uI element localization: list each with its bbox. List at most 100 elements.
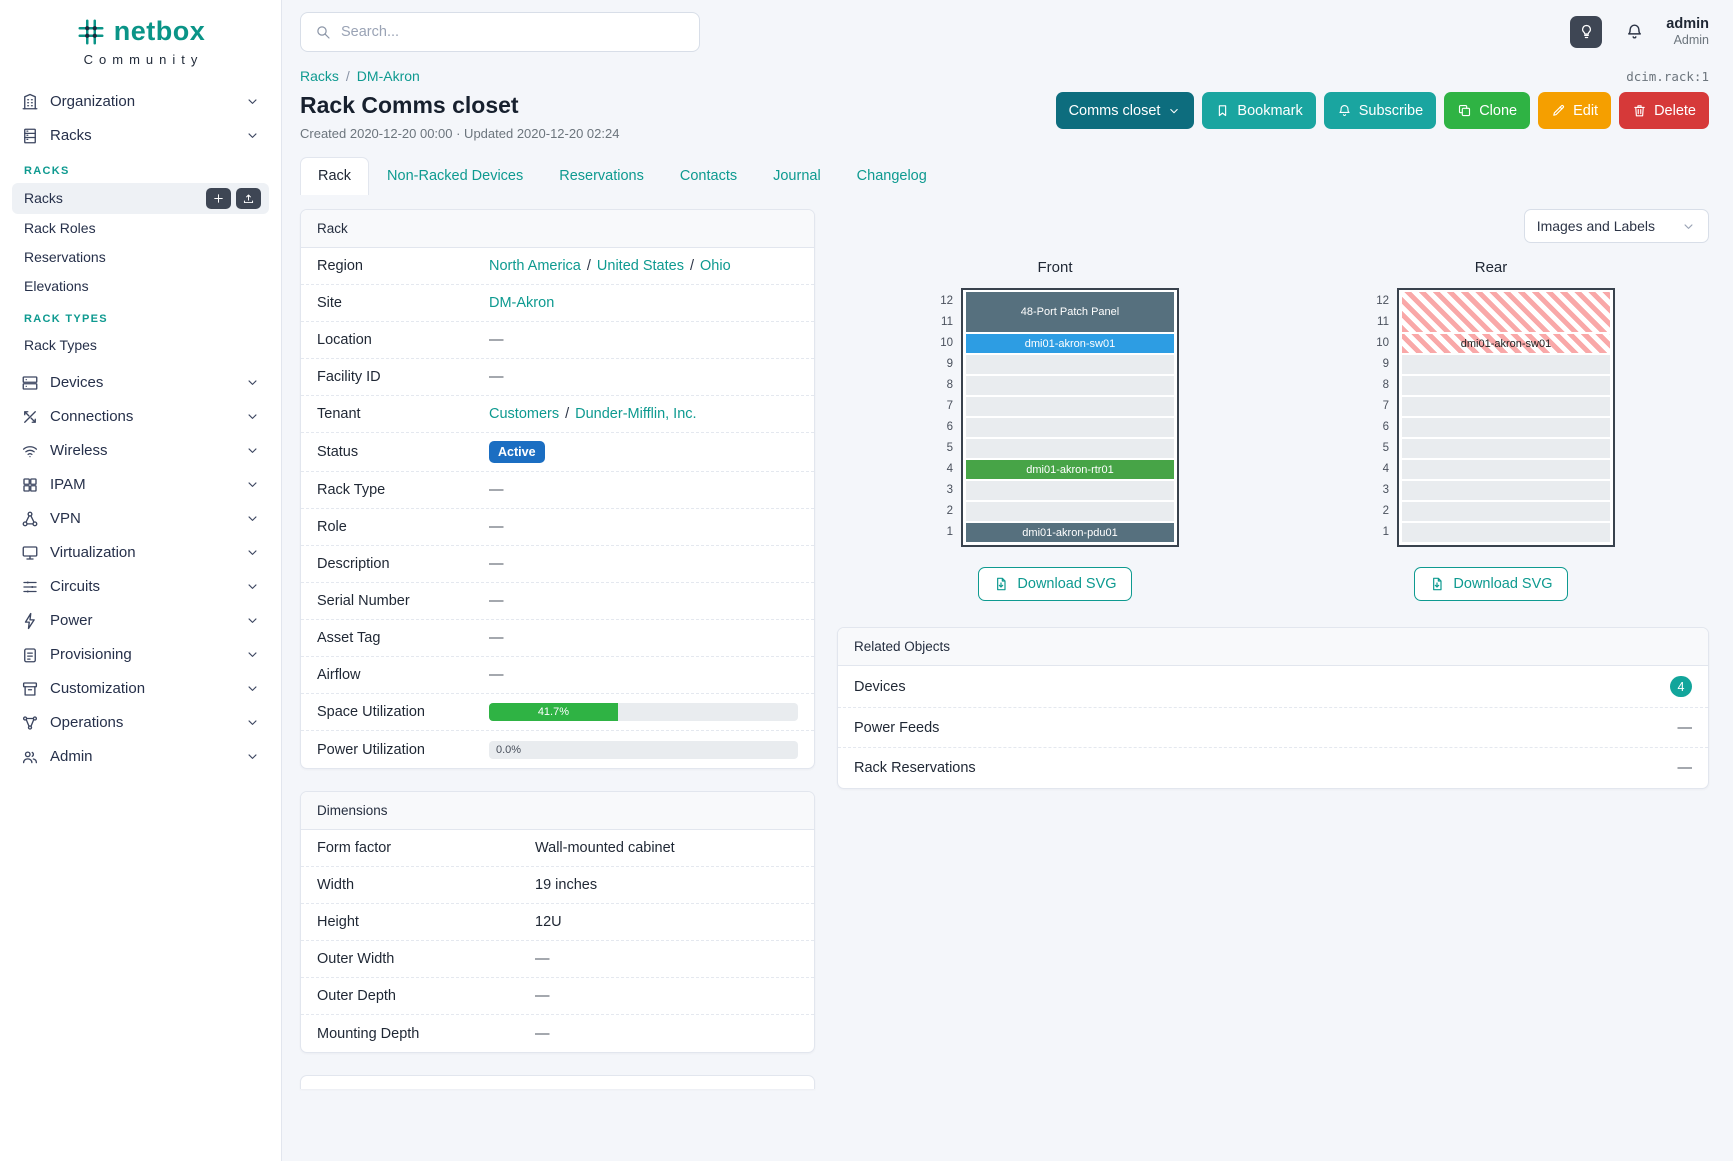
sidebar-subitem-rack-types[interactable]: Rack Types bbox=[12, 331, 269, 360]
rack-unit-slot[interactable] bbox=[966, 502, 1174, 521]
upload-icon bbox=[242, 192, 255, 205]
tab-journal[interactable]: Journal bbox=[773, 168, 821, 184]
rack-device[interactable] bbox=[1402, 292, 1610, 332]
field-label: Form factor bbox=[317, 840, 392, 856]
sidebar-item-circuits[interactable]: Circuits bbox=[12, 570, 269, 604]
rack-unit-slot[interactable] bbox=[966, 397, 1174, 416]
rack-unit-slot[interactable] bbox=[966, 418, 1174, 437]
sidebar-subitem-racks[interactable]: Racks bbox=[12, 182, 269, 214]
chevron-down-icon bbox=[1167, 104, 1181, 118]
tab-non-racked-devices[interactable]: Non-Racked Devices bbox=[387, 168, 524, 184]
comms-closet-button[interactable]: Comms closet bbox=[1055, 92, 1195, 129]
rack-unit-slot[interactable] bbox=[1402, 481, 1610, 500]
rack-unit-slot[interactable] bbox=[966, 355, 1174, 374]
search-box[interactable] bbox=[300, 12, 700, 52]
subscribe-button[interactable]: Subscribe bbox=[1323, 92, 1437, 129]
related-rack-reservations-row[interactable]: Rack Reservations — bbox=[838, 748, 1708, 788]
rack-unit-slot[interactable] bbox=[966, 439, 1174, 458]
vpn-icon bbox=[21, 510, 39, 528]
sidebar-item-power[interactable]: Power bbox=[12, 604, 269, 638]
delete-button[interactable]: Delete bbox=[1619, 92, 1709, 129]
sidebar-subitem-reservations[interactable]: Reservations bbox=[12, 243, 269, 272]
plus-button[interactable] bbox=[206, 187, 231, 209]
related-power-feeds-row[interactable]: Power Feeds — bbox=[838, 708, 1708, 748]
unit-number: 5 bbox=[1382, 441, 1389, 454]
region-link[interactable]: North America bbox=[489, 258, 581, 274]
rack-device-dmi01-akron-rtr01[interactable]: dmi01-akron-rtr01 bbox=[966, 460, 1174, 479]
rack-unit-slot[interactable] bbox=[1402, 502, 1610, 521]
upload-button[interactable] bbox=[236, 187, 261, 209]
racks-submenu: RACKS Racks Rack Roles Reservations Elevatio… bbox=[12, 153, 269, 366]
rack-device-dmi01-akron-sw01[interactable]: dmi01-akron-sw01 bbox=[1402, 334, 1610, 353]
brand[interactable]: netbox Community bbox=[0, 0, 281, 69]
tab-changelog[interactable]: Changelog bbox=[856, 168, 927, 184]
rack-device-dmi01-akron-sw01[interactable]: dmi01-akron-sw01 bbox=[966, 334, 1174, 353]
rack-unit-slot[interactable] bbox=[1402, 523, 1610, 542]
edit-button[interactable]: Edit bbox=[1538, 92, 1612, 129]
user-menu[interactable]: admin Admin bbox=[1666, 16, 1709, 48]
rack-unit-slot[interactable] bbox=[966, 481, 1174, 500]
sidebar-item-customization[interactable]: Customization bbox=[12, 672, 269, 706]
subitem-actions bbox=[206, 187, 261, 209]
region-link[interactable]: Ohio bbox=[700, 258, 731, 274]
related-devices-row[interactable]: Devices 4 bbox=[838, 666, 1708, 708]
chevron-down-icon bbox=[245, 579, 260, 594]
tab-contacts[interactable]: Contacts bbox=[679, 168, 738, 184]
field-row-role: Role — bbox=[301, 509, 814, 546]
search-input[interactable] bbox=[341, 24, 685, 40]
virtualization-icon bbox=[21, 544, 39, 562]
sidebar-item-virtualization[interactable]: Virtualization bbox=[12, 536, 269, 570]
next-panel-partial bbox=[300, 1075, 815, 1089]
sidebar-item-label: Customization bbox=[50, 680, 146, 697]
copy-icon bbox=[1457, 103, 1472, 118]
sidebar-subitem-rack-roles[interactable]: Rack Roles bbox=[12, 214, 269, 243]
rack-unit-slot[interactable] bbox=[1402, 397, 1610, 416]
sidebar-item-devices[interactable]: Devices bbox=[12, 366, 269, 400]
rack-unit-slot[interactable] bbox=[1402, 376, 1610, 395]
tab-rack[interactable]: Rack bbox=[300, 157, 370, 195]
sidebar-item-racks[interactable]: Racks bbox=[12, 119, 269, 153]
unit-number: 7 bbox=[1382, 399, 1389, 412]
bookmark-button[interactable]: Bookmark bbox=[1202, 92, 1316, 129]
clone-button[interactable]: Clone bbox=[1444, 92, 1531, 129]
images-labels-select[interactable]: Images and Labels bbox=[1523, 209, 1709, 243]
theme-toggle-button[interactable] bbox=[1570, 15, 1603, 48]
breadcrumb-link-racks[interactable]: Racks bbox=[300, 68, 339, 84]
field-row-location: Location — bbox=[301, 322, 814, 359]
sidebar-item-connections[interactable]: Connections bbox=[12, 400, 269, 434]
site-link[interactable]: DM-Akron bbox=[489, 295, 555, 311]
sidebar-item-admin[interactable]: Admin bbox=[12, 740, 269, 774]
field-label: Power Utilization bbox=[317, 741, 425, 758]
sidebar-subitem-elevations[interactable]: Elevations bbox=[12, 272, 269, 301]
user-name: admin bbox=[1666, 15, 1709, 32]
tenant-group-link[interactable]: Customers bbox=[489, 406, 560, 422]
download-svg-button-rear[interactable]: Download SVG bbox=[1414, 567, 1568, 601]
tab-reservations[interactable]: Reservations bbox=[559, 168, 644, 184]
sidebar-item-ipam[interactable]: IPAM bbox=[12, 468, 269, 502]
notifications-button[interactable] bbox=[1618, 16, 1650, 48]
button-label: Delete bbox=[1654, 102, 1696, 119]
rack-unit-slot[interactable] bbox=[1402, 439, 1610, 458]
rack-unit-slot[interactable] bbox=[1402, 418, 1610, 437]
front-rack: 12 11 10 9 8 7 6 5 4 3 2 1 48-Port Patch Panel dmi01-… bbox=[931, 288, 1179, 547]
brand-tagline: Community bbox=[83, 51, 204, 67]
rack-unit-slot[interactable] bbox=[1402, 355, 1610, 374]
sidebar-item-label: Organization bbox=[50, 93, 136, 110]
sidebar-item-wireless[interactable]: Wireless bbox=[12, 434, 269, 468]
rack-device-48-port-patch-panel[interactable]: 48-Port Patch Panel bbox=[966, 292, 1174, 332]
unit-number: 7 bbox=[946, 399, 953, 412]
rack-unit-slot[interactable] bbox=[1402, 460, 1610, 479]
rack-device-dmi01-akron-pdu01[interactable]: dmi01-akron-pdu01 bbox=[966, 523, 1174, 542]
tenant-link[interactable]: Dunder-Mifflin, Inc. bbox=[575, 406, 697, 422]
sidebar-item-operations[interactable]: Operations bbox=[12, 706, 269, 740]
space-utilization-fill: 41.7% bbox=[489, 703, 618, 721]
sidebar-item-organization[interactable]: Organization bbox=[12, 85, 269, 119]
rack-unit-slot[interactable] bbox=[966, 376, 1174, 395]
region-link[interactable]: United States bbox=[596, 258, 684, 274]
unit-number: 11 bbox=[941, 315, 953, 328]
sidebar-item-vpn[interactable]: VPN bbox=[12, 502, 269, 536]
download-icon bbox=[993, 576, 1009, 592]
download-svg-button-front[interactable]: Download SVG bbox=[978, 567, 1132, 601]
breadcrumb-link-site[interactable]: DM-Akron bbox=[356, 68, 420, 84]
sidebar-item-provisioning[interactable]: Provisioning bbox=[12, 638, 269, 672]
